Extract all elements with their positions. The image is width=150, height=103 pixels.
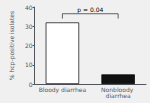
svg-text:30: 30 — [25, 23, 33, 30]
svg-text:diarrhea: diarrhea — [106, 92, 131, 99]
svg-text:% hcp-positive isolates: % hcp-positive isolates — [8, 11, 16, 80]
svg-text:40: 40 — [25, 4, 33, 11]
svg-text:Nonbloody: Nonbloody — [101, 85, 136, 93]
svg-text:20: 20 — [25, 42, 33, 49]
svg-text:0: 0 — [29, 81, 33, 88]
svg-text:Bloody diarrhea: Bloody diarrhea — [39, 86, 87, 94]
svg-text:p = 0.04: p = 0.04 — [77, 6, 103, 14]
svg-text:10: 10 — [25, 61, 33, 68]
